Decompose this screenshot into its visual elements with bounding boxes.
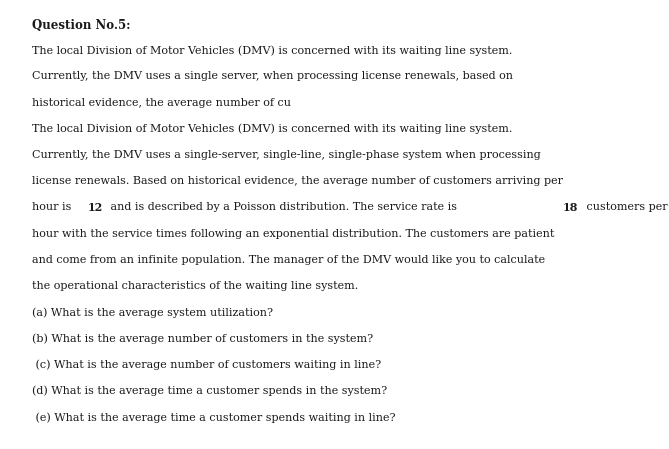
Text: 18: 18: [563, 202, 579, 213]
Text: hour with the service times following an exponential distribution. The customers: hour with the service times following an…: [32, 229, 555, 238]
Text: (d) What is the average time a customer spends in the system?: (d) What is the average time a customer …: [32, 386, 387, 396]
Text: the operational characteristics of the waiting line system.: the operational characteristics of the w…: [32, 281, 359, 291]
Text: Currently, the DMV uses a single server, when processing license renewals, based: Currently, the DMV uses a single server,…: [32, 71, 513, 81]
Text: (a) What is the average system utilization?: (a) What is the average system utilizati…: [32, 307, 273, 318]
Text: license renewals. Based on historical evidence, the average number of customers : license renewals. Based on historical ev…: [32, 176, 563, 186]
Text: (c) What is the average number of customers waiting in line?: (c) What is the average number of custom…: [32, 360, 381, 370]
Text: (b) What is the average number of customers in the system?: (b) What is the average number of custom…: [32, 334, 373, 344]
Text: The local Division of Motor Vehicles (DMV) is concerned with its waiting line sy: The local Division of Motor Vehicles (DM…: [32, 124, 512, 134]
Text: The local Division of Motor Vehicles (DMV) is concerned with its waiting line sy: The local Division of Motor Vehicles (DM…: [32, 45, 512, 56]
Text: Question No.5:: Question No.5:: [32, 19, 130, 32]
Text: historical evidence, the average number of cu: historical evidence, the average number …: [32, 97, 291, 108]
Text: and is described by a Poisson distribution. The service rate is: and is described by a Poisson distributi…: [107, 202, 460, 212]
Text: Currently, the DMV uses a single-server, single-line, single-phase system when p: Currently, the DMV uses a single-server,…: [32, 150, 541, 160]
Text: hour is: hour is: [32, 202, 75, 212]
Text: customers per: customers per: [583, 202, 668, 212]
Text: 12: 12: [88, 202, 102, 213]
Text: (e) What is the average time a customer spends waiting in line?: (e) What is the average time a customer …: [32, 412, 395, 423]
Text: and come from an infinite population. The manager of the DMV would like you to c: and come from an infinite population. Th…: [32, 255, 545, 265]
